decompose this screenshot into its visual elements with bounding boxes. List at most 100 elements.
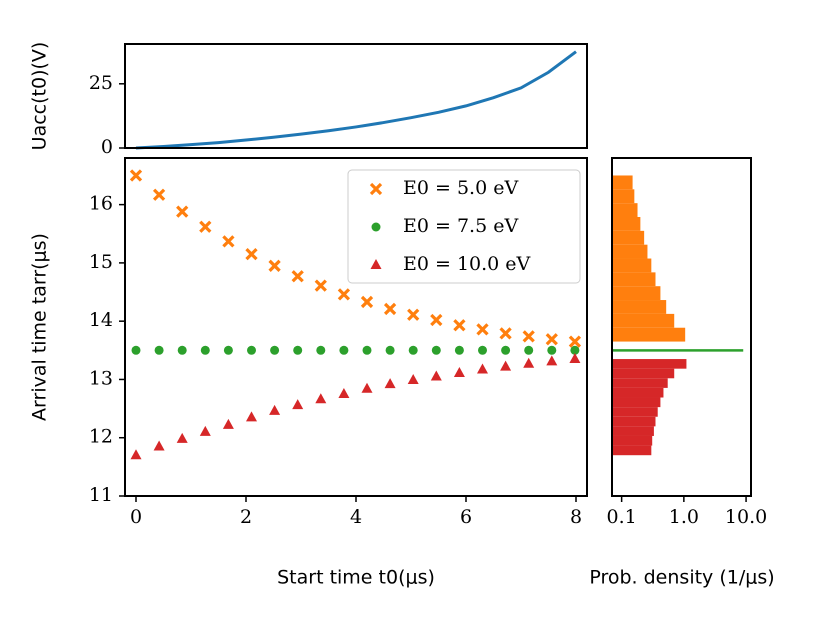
marker-circle — [570, 345, 580, 355]
legend-label: E0 = 7.5 eV — [403, 215, 518, 237]
axes-frame — [124, 43, 588, 149]
x-tick-label: 10.0 — [725, 506, 767, 528]
marker-circle — [154, 345, 164, 355]
y-tick-label: 15 — [89, 251, 113, 273]
marker-x — [568, 335, 582, 348]
y-tick-label: 12 — [89, 426, 113, 448]
marker-triangle — [523, 357, 535, 368]
x-tick-label: 4 — [350, 506, 362, 528]
main-y-label: Arrival time tarr(μs) — [29, 233, 51, 421]
marker-circle — [223, 345, 233, 355]
marker-circle — [501, 345, 511, 355]
hist-bar — [612, 244, 648, 259]
hist-bar — [612, 258, 652, 273]
marker-triangle — [315, 393, 327, 404]
main-x-label: Start time t0(μs) — [277, 567, 435, 589]
hist-bar — [612, 426, 654, 436]
marker-triangle — [130, 449, 142, 460]
marker-x — [176, 205, 189, 218]
hist-bar — [612, 435, 653, 446]
marker-x — [430, 313, 443, 327]
legend-marker — [371, 222, 381, 232]
marker-circle — [177, 345, 187, 355]
marker-x — [453, 319, 466, 332]
hist-bar — [612, 387, 664, 398]
hist-bar — [612, 272, 656, 287]
y-tick-label: 0 — [101, 136, 113, 158]
marker-circle — [339, 345, 349, 355]
top-y-label: Uacc(t0)(V) — [29, 42, 51, 151]
hist-bar — [612, 327, 686, 342]
hist-x-label: Prob. density (1/μs) — [589, 567, 774, 589]
marker-triangle — [338, 388, 350, 399]
marker-circle — [431, 345, 441, 355]
marker-circle — [524, 345, 534, 355]
marker-x — [199, 220, 212, 233]
hist-bar — [612, 230, 645, 245]
marker-triangle — [407, 374, 419, 385]
hist-bar — [612, 203, 638, 218]
marker-circle — [408, 345, 418, 355]
marker-x — [222, 235, 235, 248]
marker-circle — [270, 345, 280, 355]
marker-triangle — [361, 382, 373, 393]
marker-circle — [385, 345, 395, 355]
marker-triangle — [246, 411, 257, 422]
hist-bar — [612, 407, 658, 417]
marker-triangle — [222, 418, 234, 429]
axes-frame — [611, 157, 752, 497]
marker-circle — [478, 345, 487, 355]
hist-bar — [612, 286, 661, 301]
hist-bar — [612, 397, 661, 408]
hist-bar — [612, 445, 652, 456]
x-tick-label: 1.0 — [669, 506, 699, 528]
hist-bar — [612, 378, 668, 388]
marker-triangle — [199, 425, 211, 436]
marker-triangle — [153, 440, 165, 451]
marker-triangle — [477, 363, 488, 374]
x-tick-label: 0.1 — [607, 506, 637, 528]
hist-bar — [612, 313, 675, 328]
marker-triangle — [569, 353, 581, 364]
hist-bar — [612, 349, 744, 352]
y-tick-label: 13 — [89, 367, 113, 389]
marker-triangle — [430, 370, 442, 381]
hist-bar — [612, 300, 667, 314]
x-tick-label: 8 — [570, 506, 582, 528]
marker-x — [337, 288, 351, 301]
marker-x — [407, 308, 420, 321]
marker-circle — [293, 345, 303, 355]
hist-bar — [612, 416, 656, 427]
legend-marker — [370, 259, 382, 269]
y-tick-label: 11 — [89, 484, 113, 506]
x-tick-label: 6 — [460, 506, 472, 528]
hist-bar — [612, 368, 675, 379]
marker-circle — [547, 345, 557, 355]
x-tick-label: 2 — [240, 506, 252, 528]
marker-x — [383, 302, 397, 316]
marker-x — [129, 169, 143, 182]
marker-x — [245, 248, 258, 261]
marker-x — [152, 188, 166, 201]
x-tick-label: 0 — [130, 506, 142, 528]
hist-bar — [612, 359, 687, 369]
marker-x — [268, 259, 281, 272]
hist-bar — [612, 217, 641, 231]
hist-bar — [612, 175, 633, 190]
axes-frame — [124, 157, 588, 497]
marker-x — [291, 270, 304, 283]
marker-triangle — [546, 355, 558, 366]
marker-circle — [131, 345, 141, 355]
marker-x — [499, 327, 512, 340]
legend-box — [347, 169, 581, 284]
marker-triangle — [292, 399, 304, 410]
y-tick-label: 25 — [89, 72, 113, 94]
marker-circle — [316, 345, 326, 355]
marker-circle — [200, 345, 210, 355]
legend-label: E0 = 5.0 eV — [403, 177, 518, 199]
marker-x — [476, 323, 489, 336]
marker-triangle — [500, 360, 512, 371]
marker-x — [522, 330, 535, 343]
marker-triangle — [384, 378, 396, 389]
marker-circle — [362, 345, 372, 355]
